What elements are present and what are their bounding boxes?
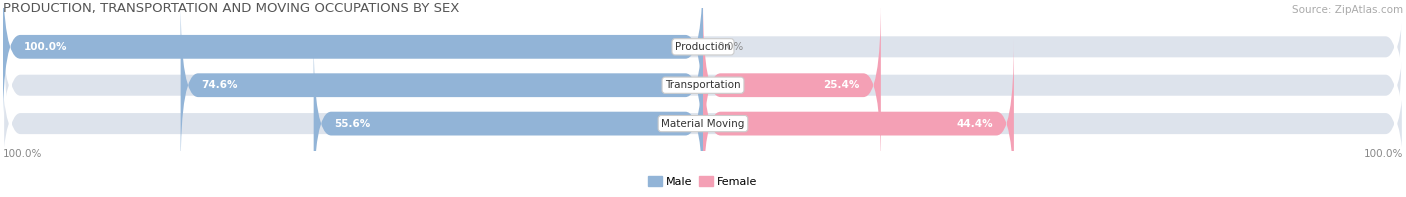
FancyBboxPatch shape [3, 1, 1403, 169]
Text: 100.0%: 100.0% [24, 42, 67, 52]
Text: 100.0%: 100.0% [1364, 149, 1403, 159]
Legend: Male, Female: Male, Female [644, 172, 762, 191]
FancyBboxPatch shape [3, 0, 1403, 131]
FancyBboxPatch shape [3, 40, 1403, 197]
FancyBboxPatch shape [3, 0, 703, 131]
FancyBboxPatch shape [314, 40, 703, 197]
Text: Production: Production [675, 42, 731, 52]
FancyBboxPatch shape [180, 1, 703, 169]
Text: 25.4%: 25.4% [824, 80, 860, 90]
Text: Material Moving: Material Moving [661, 119, 745, 129]
FancyBboxPatch shape [703, 1, 880, 169]
Text: 100.0%: 100.0% [3, 149, 42, 159]
Text: PRODUCTION, TRANSPORTATION AND MOVING OCCUPATIONS BY SEX: PRODUCTION, TRANSPORTATION AND MOVING OC… [3, 2, 460, 15]
Text: 55.6%: 55.6% [335, 119, 371, 129]
Text: 74.6%: 74.6% [201, 80, 238, 90]
FancyBboxPatch shape [703, 40, 1014, 197]
Text: 44.4%: 44.4% [956, 119, 993, 129]
Text: 0.0%: 0.0% [717, 42, 744, 52]
Text: Transportation: Transportation [665, 80, 741, 90]
Text: Source: ZipAtlas.com: Source: ZipAtlas.com [1292, 5, 1403, 15]
